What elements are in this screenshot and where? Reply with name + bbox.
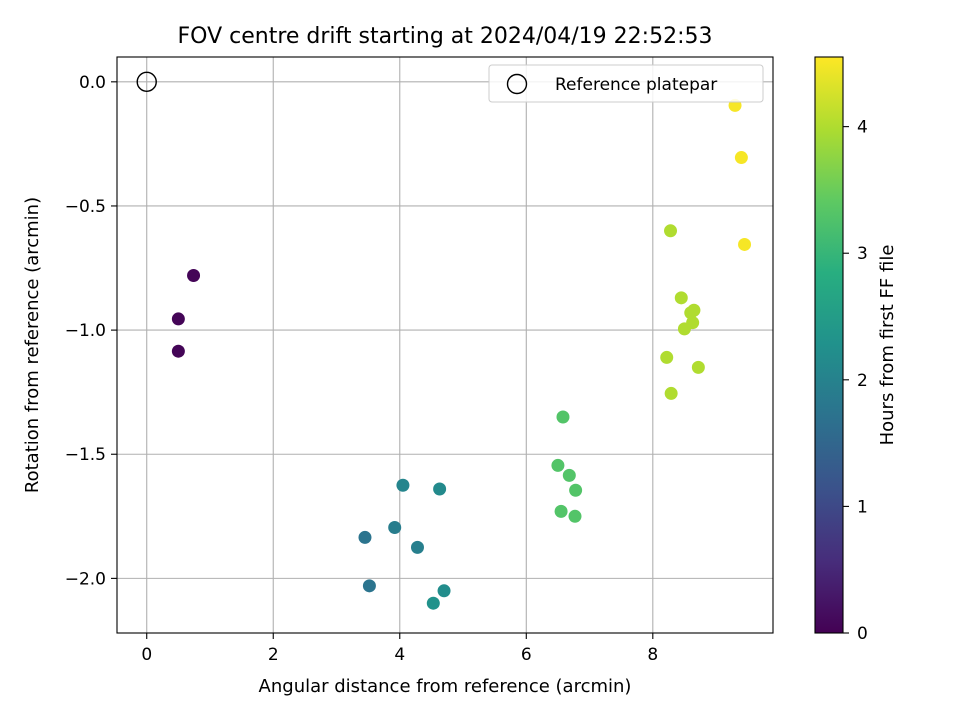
x-axis-ticks: 0 2 4 6 8 (141, 633, 658, 665)
data-point (568, 509, 582, 523)
y-axis-label: Rotation from reference (arcmin) (22, 197, 43, 493)
grid-lines (117, 57, 773, 633)
x-tick-label: 8 (647, 645, 658, 665)
data-point (171, 312, 185, 326)
data-point (433, 482, 447, 496)
data-point (171, 344, 185, 358)
data-point (686, 316, 700, 330)
colorbar-gradient (814, 56, 844, 634)
y-tick-label: 0.0 (79, 73, 106, 93)
legend-entry-reference: Reference platepar (555, 75, 717, 95)
legend-box (488, 64, 764, 103)
data-point (734, 151, 748, 165)
data-points (171, 98, 752, 610)
chart-title: FOV centre drift starting at 2024/04/19 … (178, 24, 713, 49)
colorbar-ticks: 0 1 2 3 4 (843, 118, 868, 644)
data-point (396, 478, 410, 492)
colorbar-label: Hours from first FF file (877, 245, 898, 446)
data-point (562, 468, 576, 482)
colorbar-tick-label: 1 (857, 497, 868, 517)
y-tick-label: −1.0 (65, 321, 106, 341)
data-point (664, 224, 678, 238)
data-point (426, 596, 440, 610)
data-point (358, 530, 372, 544)
x-tick-label: 4 (394, 645, 405, 665)
colorbar-tick-label: 2 (857, 371, 868, 391)
data-point (410, 540, 424, 554)
data-point (388, 520, 402, 534)
data-point (691, 360, 705, 374)
plot-frame (116, 56, 774, 634)
y-tick-label: −2.0 (65, 569, 106, 589)
x-tick-label: 6 (521, 645, 532, 665)
data-point (437, 584, 451, 598)
legend: Reference platepar (488, 64, 764, 103)
data-point (660, 350, 674, 364)
reference-layer (136, 71, 157, 93)
colorbar-tick-label: 0 (857, 624, 868, 644)
x-tick-label: 2 (268, 645, 279, 665)
data-point (738, 237, 752, 251)
x-tick-label: 0 (141, 645, 152, 665)
data-point (687, 303, 701, 317)
data-point (556, 410, 570, 424)
data-point (569, 483, 583, 497)
data-point (674, 291, 688, 305)
x-axis-label: Angular distance from reference (arcmin) (259, 676, 632, 697)
colorbar: 0 1 2 3 4 Hours from first FF file (814, 56, 898, 644)
data-point (554, 504, 568, 518)
legend-marker (506, 73, 528, 95)
colorbar-tick-label: 4 (857, 118, 868, 138)
data-point (551, 458, 565, 472)
colorbar-tick-label: 3 (857, 244, 868, 264)
y-tick-label: −1.5 (65, 445, 106, 465)
y-axis-ticks: 0.0 −0.5 −1.0 −1.5 −2.0 (65, 73, 117, 589)
reference-marker (136, 71, 157, 93)
y-tick-label: −0.5 (65, 197, 106, 217)
data-point (664, 386, 678, 400)
data-point (362, 579, 376, 593)
data-point (187, 268, 201, 282)
